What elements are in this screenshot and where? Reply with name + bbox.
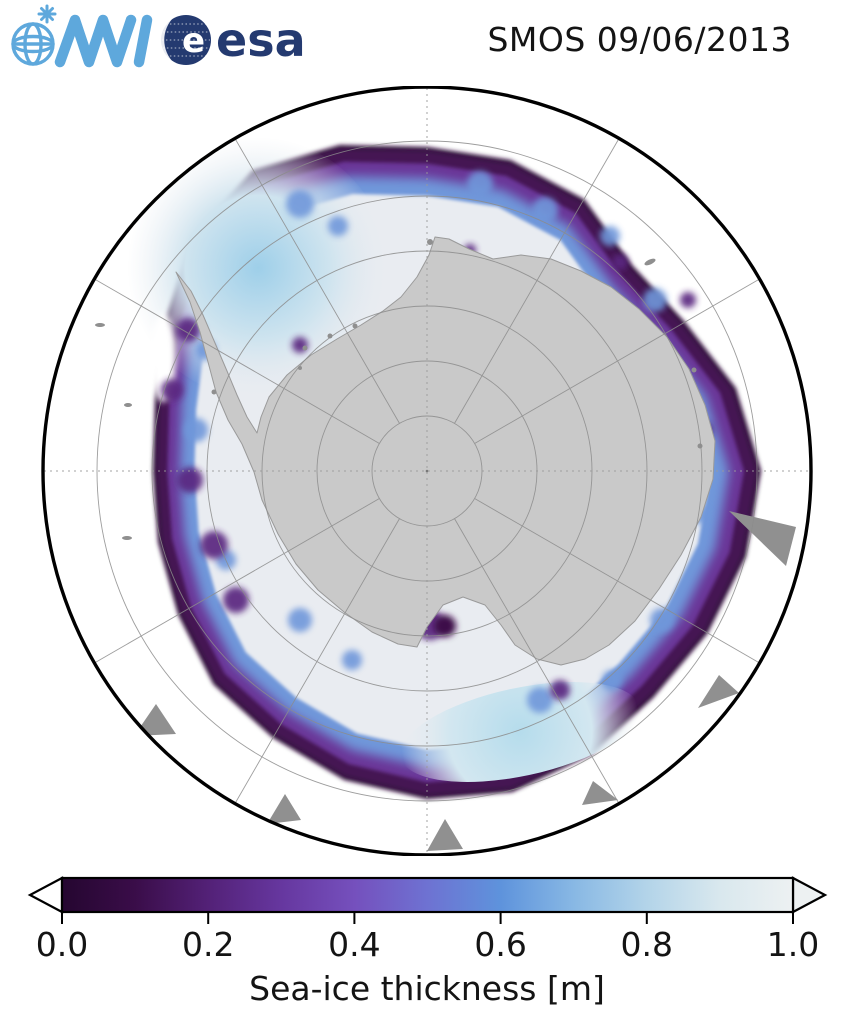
awi-star-icon	[37, 4, 57, 24]
antarctic-sea-ice-map	[41, 85, 813, 857]
coast-specks	[95, 239, 703, 540]
colorbar-under-arrow	[27, 876, 64, 914]
figure-title: SMOS 09/06/2013	[487, 20, 792, 59]
colorbar-tick-label: 0.0	[36, 925, 88, 964]
colorbar-tick-label: 0.2	[182, 925, 234, 964]
colorbar: 0.0 0.2 0.4 0.6 0.8 1.0 Sea-ice thicknes…	[27, 876, 828, 1008]
figure-header: e esa SMOS 09/06/2013	[0, 0, 854, 86]
colorbar-tick-label: 0.4	[328, 925, 380, 964]
ice-ross-blue	[400, 682, 640, 782]
colorbar-tick-labels: 0.0 0.2 0.4 0.6 0.8 1.0	[36, 925, 819, 964]
map-area	[0, 85, 854, 857]
map-boundary-circle	[41, 85, 813, 857]
colorbar-axis-label: Sea-ice thickness [m]	[249, 969, 605, 1008]
colorbar-over-arrow	[791, 876, 828, 914]
graticule-prime-meridians	[44, 88, 810, 854]
esa-wordmark: esa	[216, 13, 306, 67]
esa-logo-icon: e esa	[158, 13, 306, 67]
antarctica-landmass	[175, 236, 716, 666]
esa-globe-letter: e	[182, 21, 205, 61]
colorbar-gradient-bar	[60, 876, 795, 914]
south-pole-dot	[425, 469, 429, 473]
esa-globe-icon: e	[158, 15, 211, 65]
awi-globe-icon	[11, 22, 55, 66]
colorbar-area: 0.0 0.2 0.4 0.6 0.8 1.0 Sea-ice thicknes…	[0, 866, 854, 1026]
colorbar-tick-label: 0.8	[621, 925, 673, 964]
colorbar-ticks	[61, 912, 794, 924]
awi-letters	[54, 14, 153, 68]
ice-blue-patches	[184, 171, 710, 713]
colorbar-tick-label: 1.0	[767, 925, 819, 964]
ice-dark-spot	[434, 615, 456, 637]
colorbar-tick-label: 0.6	[474, 925, 526, 964]
boundary-land-wedges	[134, 511, 796, 851]
awi-logo-icon	[11, 4, 153, 68]
